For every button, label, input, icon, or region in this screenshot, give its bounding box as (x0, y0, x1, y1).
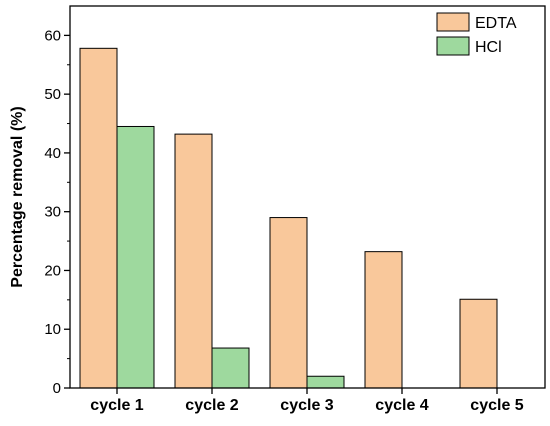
y-tick-label: 30 (44, 204, 61, 221)
y-tick-label: 10 (44, 321, 61, 338)
x-tick-label: cycle 1 (90, 397, 143, 414)
bar-hcl-cycle-2 (211, 347, 250, 389)
bar-edta-cycle-5 (459, 298, 498, 389)
x-tick-label: cycle 4 (375, 397, 428, 414)
y-tick-label: 0 (53, 380, 61, 397)
legend-swatch-hcl (436, 36, 470, 56)
y-tick-label: 60 (44, 27, 61, 44)
legend-swatch-edta (436, 12, 470, 32)
x-tick-label: cycle 2 (185, 397, 238, 414)
y-axis-ticks: 0 10 20 30 40 50 60 (44, 27, 70, 397)
x-axis-ticks: cycle 1 cycle 2 cycle 3 cycle 4 cycle 5 (90, 388, 524, 414)
bars-group (79, 47, 498, 389)
bar-hcl-cycle-1 (116, 125, 155, 389)
y-tick-label: 40 (44, 145, 61, 162)
legend-label-hcl: HCl (475, 39, 502, 56)
bar-edta-cycle-3 (269, 217, 308, 389)
bar-edta-cycle-2 (174, 133, 213, 389)
y-tick-label: 50 (44, 86, 61, 103)
bar-edta-cycle-4 (364, 251, 403, 389)
x-tick-label: cycle 5 (470, 397, 523, 414)
bar-hcl-cycle-3 (306, 375, 345, 389)
x-tick-label: cycle 3 (280, 397, 333, 414)
y-axis-title: Percentage removal (%) (9, 106, 26, 287)
legend: EDTA HCl (436, 12, 517, 56)
legend-label-edta: EDTA (475, 15, 517, 32)
y-tick-label: 20 (44, 262, 61, 279)
bar-edta-cycle-1 (79, 47, 118, 389)
